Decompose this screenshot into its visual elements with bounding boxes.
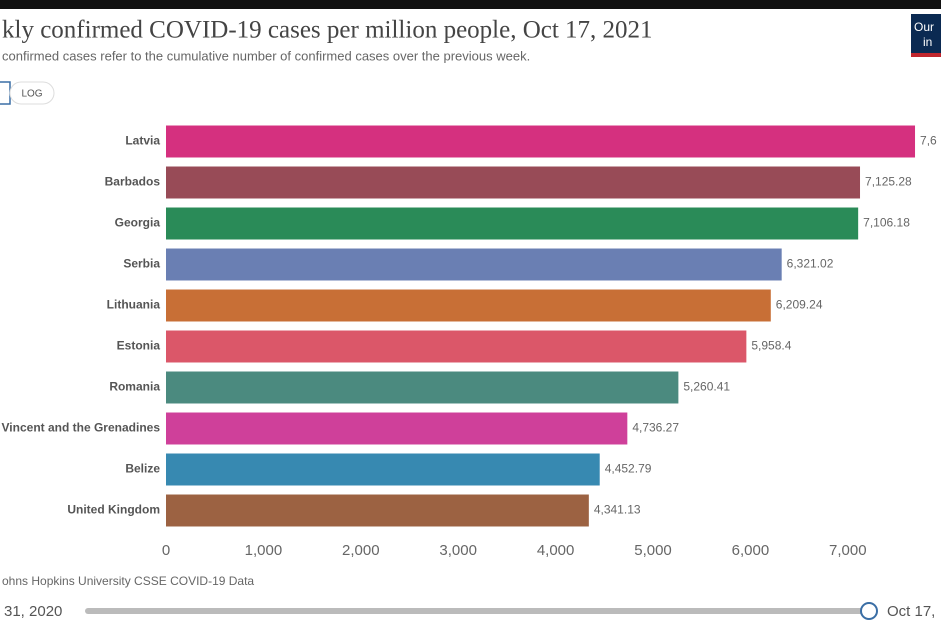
top-band bbox=[0, 0, 941, 9]
bar bbox=[166, 412, 628, 445]
bar bbox=[166, 248, 782, 281]
y-tick-label: Barbados bbox=[105, 175, 161, 189]
logo bbox=[911, 14, 941, 56]
bar bbox=[166, 207, 859, 240]
value-label: 4,452.79 bbox=[605, 462, 652, 476]
value-label: 7,125.28 bbox=[865, 175, 912, 189]
x-tick-label: 4,000 bbox=[537, 542, 575, 559]
value-label: 5,958.4 bbox=[751, 339, 791, 353]
x-tick-label: 2,000 bbox=[342, 542, 380, 559]
value-label: 7,6 bbox=[920, 134, 937, 148]
linear-button[interactable] bbox=[0, 81, 11, 105]
logo-stripe bbox=[911, 53, 941, 57]
value-label: 5,260.41 bbox=[683, 380, 730, 394]
y-tick-label: Lithuania bbox=[107, 298, 161, 312]
log-button[interactable] bbox=[9, 81, 55, 105]
x-tick-label: 3,000 bbox=[439, 542, 477, 559]
chart-title: kly confirmed COVID-19 cases per million… bbox=[2, 17, 653, 44]
x-tick-label: 1,000 bbox=[245, 542, 283, 559]
bar bbox=[166, 371, 679, 404]
value-label: 4,341.13 bbox=[594, 503, 641, 517]
x-tick-label: 0 bbox=[162, 542, 170, 559]
bar bbox=[166, 166, 861, 199]
bar bbox=[166, 330, 747, 363]
timeline-handle[interactable] bbox=[860, 602, 878, 620]
logo-text: in bbox=[923, 35, 932, 49]
y-tick-label: Serbia bbox=[123, 257, 160, 271]
source: ohns Hopkins University CSSE COVID-19 Da… bbox=[2, 574, 254, 588]
x-tick-label: 5,000 bbox=[634, 542, 672, 559]
log-button-label[interactable]: LOG bbox=[21, 89, 42, 100]
chart-subtitle: confirmed cases refer to the cumulative … bbox=[2, 48, 530, 63]
y-tick-label: Romania bbox=[109, 380, 160, 394]
value-label: 4,736.27 bbox=[632, 421, 679, 435]
y-tick-label: Vincent and the Grenadines bbox=[2, 421, 161, 435]
y-tick-label: Latvia bbox=[125, 134, 160, 148]
y-tick-label: Belize bbox=[125, 462, 160, 476]
bar bbox=[166, 494, 589, 527]
y-tick-label: Georgia bbox=[115, 216, 161, 230]
timeline-start: 31, 2020 bbox=[4, 603, 62, 620]
bar bbox=[166, 289, 771, 322]
y-tick-label: Estonia bbox=[117, 339, 161, 353]
y-tick-label: United Kingdom bbox=[67, 503, 160, 517]
value-label: 7,106.18 bbox=[863, 216, 910, 230]
logo-text: Our bbox=[914, 20, 934, 34]
value-label: 6,209.24 bbox=[776, 298, 823, 312]
timeline-end: Oct 17, bbox=[887, 603, 935, 620]
x-tick-label: 7,000 bbox=[829, 542, 867, 559]
bar bbox=[166, 453, 600, 486]
timeline-track[interactable] bbox=[85, 608, 869, 614]
value-label: 6,321.02 bbox=[787, 257, 834, 271]
x-tick-label: 6,000 bbox=[732, 542, 770, 559]
bar bbox=[166, 125, 916, 158]
